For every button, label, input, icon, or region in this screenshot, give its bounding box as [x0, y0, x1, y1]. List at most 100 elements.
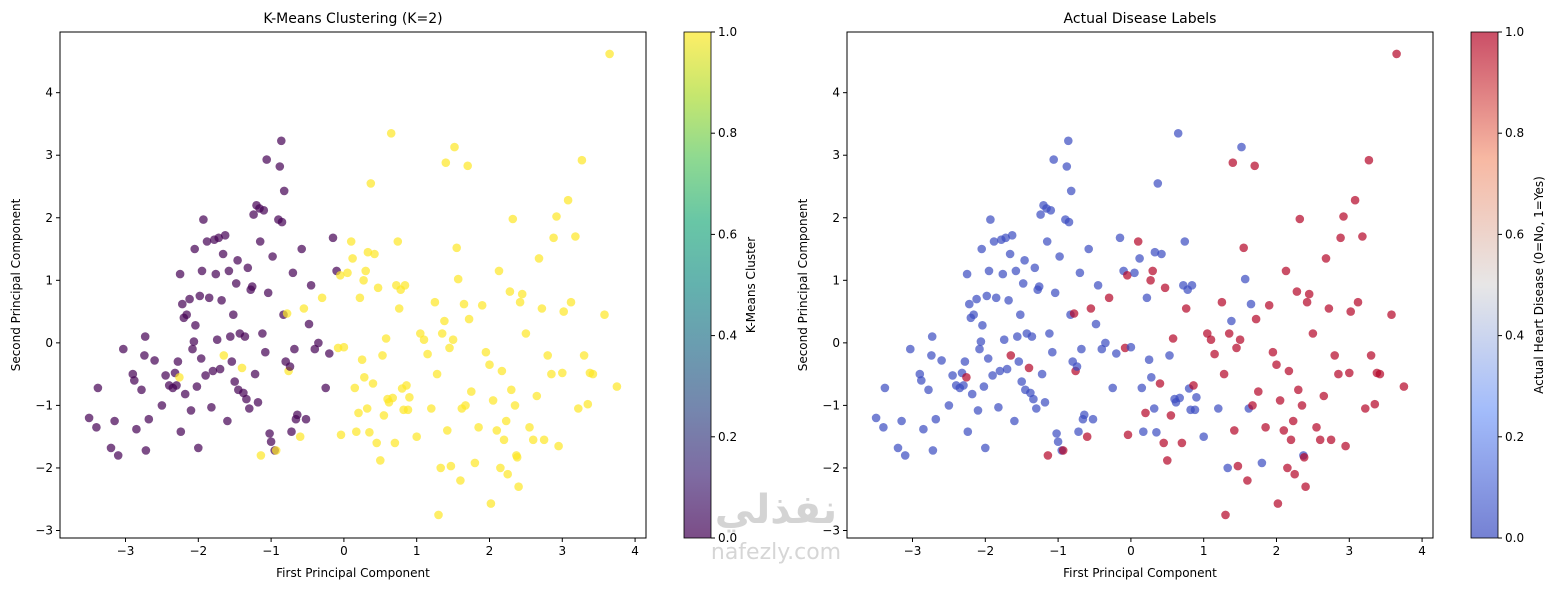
data-point [1148, 266, 1157, 276]
watermark: نفذلي nafezly.com [676, 488, 876, 565]
data-point [150, 356, 159, 365]
data-point [132, 424, 141, 434]
data-point [1336, 233, 1345, 243]
data-point [547, 369, 556, 379]
data-point [445, 343, 454, 353]
data-point [1181, 304, 1191, 313]
data-point [1173, 129, 1183, 138]
data-point [230, 377, 239, 386]
data-point [443, 426, 452, 435]
data-point [497, 366, 507, 376]
data-point [983, 354, 993, 363]
data-point [924, 385, 933, 395]
data-point [1364, 155, 1374, 165]
data-point [423, 349, 432, 359]
data-point [1251, 314, 1261, 324]
x-axis-label: First Principal Component [276, 566, 430, 580]
data-point [1050, 288, 1060, 298]
data-point [301, 414, 311, 424]
data-point [1281, 266, 1291, 276]
y-tick-label: −2 [822, 461, 840, 475]
data-point [141, 446, 151, 455]
data-point [1042, 237, 1052, 246]
data-point [880, 383, 890, 393]
y-tick-label: 4 [45, 86, 53, 100]
data-point [579, 351, 589, 360]
data-point [359, 276, 368, 285]
data-point [84, 413, 94, 423]
colorbar-tick-label: 0.8 [718, 126, 737, 140]
data-point [287, 427, 296, 437]
data-point [259, 206, 269, 215]
data-point [989, 237, 999, 246]
y-tick-label: −1 [35, 398, 53, 412]
data-point [1001, 233, 1010, 243]
data-point [430, 297, 440, 307]
data-point [963, 427, 973, 437]
data-point [986, 215, 995, 224]
data-point [1133, 237, 1143, 246]
data-point [1275, 396, 1285, 405]
x-tick-label: −1 [262, 544, 280, 558]
data-point [1052, 429, 1061, 438]
data-point [991, 293, 1001, 303]
data-point [446, 461, 456, 471]
data-point [229, 310, 238, 320]
data-point [1279, 426, 1289, 435]
data-point [1032, 404, 1041, 413]
data-point [1308, 329, 1318, 338]
y-tick-label: −2 [35, 461, 53, 475]
data-point [1036, 210, 1045, 219]
data-point [1020, 255, 1029, 265]
colorbar-gradient [683, 31, 712, 539]
data-point [245, 404, 254, 413]
data-point [140, 332, 150, 341]
data-point [1048, 347, 1057, 357]
data-point [1053, 437, 1063, 447]
data-point [1299, 453, 1309, 462]
colorbar-tick-label: 0.6 [718, 227, 737, 241]
data-point [1166, 411, 1176, 420]
data-point [1321, 254, 1331, 263]
data-point [525, 423, 534, 432]
data-point [295, 432, 305, 442]
data-point [363, 247, 373, 257]
x-axis-label: First Principal Component [1063, 566, 1217, 580]
data-point [539, 435, 549, 445]
data-point [441, 158, 451, 167]
chart-title: K-Means Clustering (K=2) [263, 11, 442, 27]
x-tick-label: 0 [340, 544, 348, 558]
data-point [1168, 334, 1178, 343]
data-point [262, 155, 272, 164]
data-point [1227, 316, 1236, 326]
data-point [1010, 416, 1019, 426]
data-point [180, 389, 190, 399]
data-point [507, 385, 516, 395]
data-point [437, 329, 447, 338]
colorbar: 0.0 0.2 0.4 0.6 0.8 1.0 K-Means Cluster [683, 25, 758, 545]
data-point [1064, 136, 1073, 146]
data-point [1199, 432, 1208, 442]
colorbar-gradient [1470, 31, 1499, 539]
y-tick-label: 1 [45, 273, 53, 287]
data-point [175, 269, 185, 279]
x-axis-ticks: −3 −2 −1 0 1 2 3 4 [117, 538, 639, 558]
data-point [178, 299, 187, 309]
data-point [999, 335, 1009, 345]
data-point [554, 441, 563, 451]
x-tick-label: −2 [976, 544, 994, 558]
data-point [1326, 435, 1336, 445]
data-point [379, 411, 389, 420]
data-point [1261, 423, 1270, 432]
y-tick-label: 2 [832, 211, 840, 225]
data-point [962, 269, 972, 279]
data-point [336, 271, 345, 280]
data-point [521, 329, 531, 338]
data-point [214, 233, 223, 243]
y-tick-label: 4 [832, 86, 840, 100]
data-point [1392, 49, 1401, 59]
data-point [566, 297, 576, 307]
data-point [514, 482, 523, 492]
data-point [362, 404, 372, 413]
data-point [1093, 281, 1103, 290]
